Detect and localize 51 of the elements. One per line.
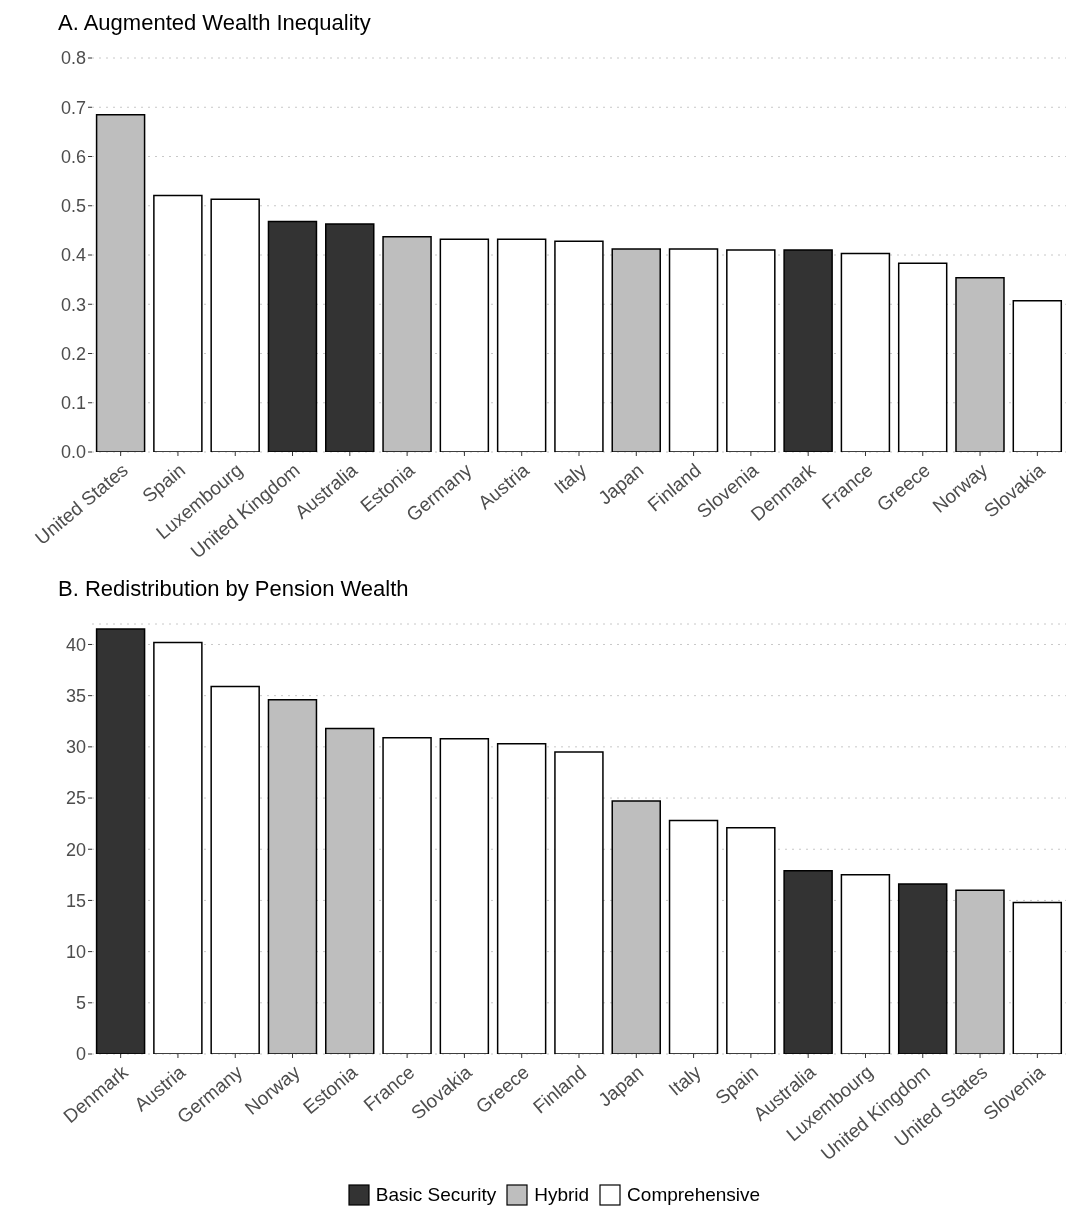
y-tick-label: 0.3 [60,294,86,315]
y-tick-label: 5 [75,993,86,1014]
y-tick-label: 0.1 [60,393,86,414]
x-tick-label: Italy [550,459,591,498]
bar [897,262,948,452]
bar [496,238,547,452]
y-tick-label: 35 [65,686,86,707]
bar [1012,901,1063,1054]
bar [439,238,490,452]
y-tick-label: 0.8 [60,48,86,69]
y-tick-label: 30 [65,737,86,758]
bar [95,628,146,1054]
bar [153,194,203,452]
y-tick-label: 15 [65,890,86,911]
y-tick-label: 20 [65,839,86,860]
legend-text: Hybrid [534,1184,590,1206]
bar [554,751,604,1054]
bar [840,252,891,452]
x-tick-label: Italy [664,1061,706,1100]
bar [897,883,948,1054]
y-tick-label: 40 [65,634,86,655]
bar [783,249,833,452]
legend-text: Comprehensive [627,1184,761,1206]
legend-text: Basic Security [375,1184,497,1206]
y-tick-label: 25 [65,788,86,809]
y-tick-label: 0.2 [60,343,86,364]
y-tick-label: 0.7 [60,97,86,118]
y-tick-label: 10 [65,942,86,963]
bar [668,248,719,452]
bar [153,641,203,1054]
bar [325,223,375,452]
bar [382,736,432,1054]
bar [783,869,833,1054]
y-tick-label: 0.5 [60,196,86,217]
y-tick-label: 0.6 [60,146,86,167]
bar [668,819,719,1054]
bar [840,874,891,1054]
chart-title: B. Redistribution by Pension Wealth [57,575,410,603]
bar [496,743,547,1054]
bar [267,220,318,452]
y-tick-label: 0 [75,1044,86,1065]
bar [1012,300,1063,452]
y-tick-label: 0.0 [60,442,86,463]
bar [726,826,776,1054]
bar [439,737,490,1054]
bar [726,249,776,452]
chart-title: A. Augmented Wealth Inequality [57,9,372,37]
bar [210,198,260,452]
y-tick-label: 0.4 [60,245,86,266]
bar [554,240,604,452]
bar [210,685,260,1054]
